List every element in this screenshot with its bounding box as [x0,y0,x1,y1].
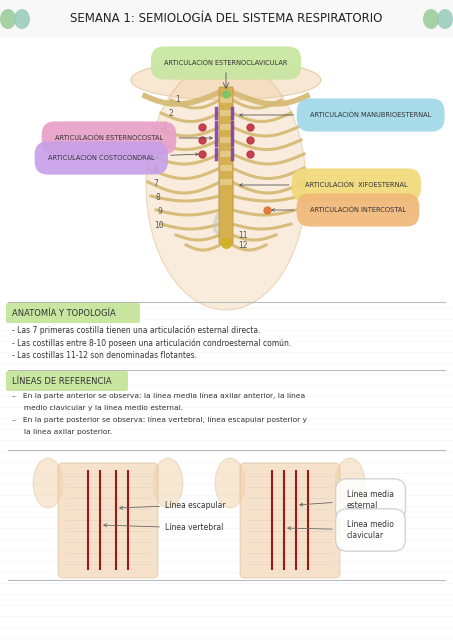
Text: 5: 5 [153,150,158,159]
Ellipse shape [153,458,183,508]
FancyBboxPatch shape [240,463,340,578]
Ellipse shape [146,60,306,310]
FancyBboxPatch shape [219,87,233,244]
FancyBboxPatch shape [0,0,453,38]
Text: ARTICULACIÓN MANUBRIOESTERNAL: ARTICULACIÓN MANUBRIOESTERNAL [240,112,431,118]
Text: la línea axilar posterior.: la línea axilar posterior. [12,429,112,435]
Ellipse shape [14,9,30,29]
Text: –   En la parte posterior se observa: línea vertebral, línea escapular posterior: – En la parte posterior se observa: líne… [12,417,307,423]
FancyBboxPatch shape [220,179,232,185]
Ellipse shape [423,9,439,29]
Text: 2: 2 [168,109,173,118]
FancyBboxPatch shape [220,110,232,116]
Text: –   En la parte anterior se observa: la línea media línea axilar anterior, la lí: – En la parte anterior se observa: la lí… [12,393,305,399]
FancyBboxPatch shape [220,151,232,157]
Ellipse shape [335,458,365,508]
Text: 1: 1 [175,95,180,104]
Text: Línea media
esternal: Línea media esternal [300,490,394,509]
Text: 7: 7 [153,179,158,188]
Ellipse shape [131,60,321,100]
Text: - Las costillas 11-12 son denominadas flotantes.: - Las costillas 11-12 son denominadas fl… [12,351,197,360]
Text: 6: 6 [153,164,158,173]
FancyBboxPatch shape [220,137,232,143]
Ellipse shape [0,9,16,29]
Text: 11: 11 [238,232,247,241]
FancyBboxPatch shape [220,165,232,171]
FancyBboxPatch shape [220,124,232,130]
Text: Línea vertebral: Línea vertebral [104,524,223,532]
FancyBboxPatch shape [0,38,453,300]
Text: 10: 10 [154,221,164,230]
FancyBboxPatch shape [6,303,140,323]
Text: Línea medio
clavicular: Línea medio clavicular [288,520,394,540]
FancyBboxPatch shape [58,463,158,578]
Ellipse shape [437,9,453,29]
Text: - Las costillas entre 8-10 poseen una articulación condroesternal común.: - Las costillas entre 8-10 poseen una ar… [12,339,291,348]
Text: ARTICULACIÓN  XIFOESTERNAL: ARTICULACIÓN XIFOESTERNAL [240,182,408,188]
Text: 3: 3 [161,122,166,131]
Text: 12: 12 [238,241,247,250]
Text: ANATOMÍA Y TOPOLOGÍA: ANATOMÍA Y TOPOLOGÍA [12,308,116,317]
Text: 8: 8 [155,193,160,202]
FancyBboxPatch shape [6,371,128,391]
Text: LÍNEAS DE REFERENCIA: LÍNEAS DE REFERENCIA [12,376,111,385]
Text: SEMANA 1: SEMIOLOGÍA DEL SISTEMA RESPIRATORIO: SEMANA 1: SEMIOLOGÍA DEL SISTEMA RESPIRA… [70,13,382,26]
Text: 9: 9 [157,207,162,216]
FancyBboxPatch shape [220,97,232,103]
Text: 4: 4 [157,136,162,145]
Text: ARTICULACIÓN ESTERNOCLAVICULAR: ARTICULACIÓN ESTERNOCLAVICULAR [164,60,288,67]
Ellipse shape [215,458,245,508]
Text: ARTICULACIÓN ESTERNOCOSTAL: ARTICULACIÓN ESTERNOCOSTAL [55,135,212,141]
Text: ARTICULACIÓN INTERCOSTAL: ARTICULACIÓN INTERCOSTAL [272,207,406,213]
Ellipse shape [33,458,63,508]
Text: - Las 7 primeras costilla tienen una articulación esternal directa.: - Las 7 primeras costilla tienen una art… [12,325,260,335]
Text: ARTICULACIÓN COSTOCONDRAL: ARTICULACIÓN COSTOCONDRAL [48,153,198,161]
Text: Línea escapular: Línea escapular [120,500,226,509]
Text: medio clavicular y la línea medio esternal.: medio clavicular y la línea medio estern… [12,404,183,412]
